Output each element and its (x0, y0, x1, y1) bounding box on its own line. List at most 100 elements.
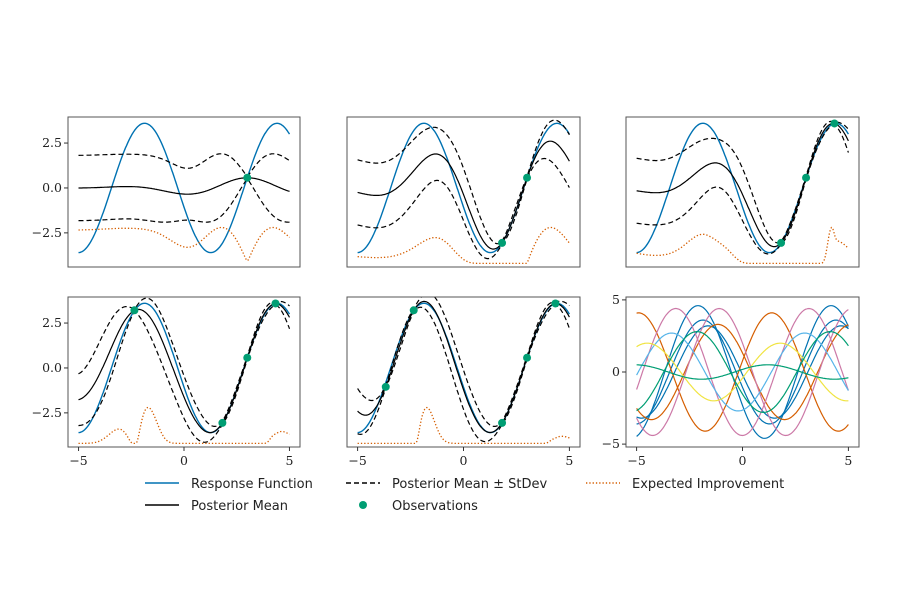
posterior-mean-line (357, 140, 570, 250)
legend-entry: Posterior Mean ± StDev (346, 477, 548, 492)
legend-label: Posterior Mean ± StDev (392, 477, 548, 492)
x-tick-label: −5 (69, 453, 87, 468)
plot-area (78, 297, 291, 445)
prior-sample-5 (636, 323, 849, 421)
posterior-mean-line (636, 122, 849, 248)
subplot-3 (625, 116, 860, 268)
x-tick-label: 0 (739, 453, 747, 468)
y-tick-label: −5 (602, 436, 620, 451)
plot-area (636, 305, 849, 439)
subplots: 2.5 0.0 −2.5 2.5 0.0 −2.5 −5 0 5 −5 0 5 5 0 −5 −5 0 5 (32, 116, 860, 468)
legend-label: Response Function (191, 477, 313, 492)
prior-sample-8 (636, 332, 849, 412)
subplot-5: −5 0 5 (346, 296, 581, 468)
posterior-lower-band (357, 157, 570, 260)
y-tick-label: 2.5 (42, 135, 62, 150)
legend-entry: Response Function (145, 477, 313, 492)
axes-frame (625, 296, 860, 448)
posterior-mean-line (357, 300, 570, 434)
observation-point (551, 299, 560, 308)
expected-improvement-line (78, 226, 290, 262)
y-tick-label: −2.5 (32, 405, 62, 420)
plot-area (78, 122, 291, 262)
legend-label: Posterior Mean (191, 499, 288, 514)
y-tick-label: 0.0 (42, 360, 62, 375)
legend-marker-icon (359, 501, 367, 509)
x-tick-label: −5 (627, 453, 645, 468)
posterior-upper-band (357, 297, 570, 427)
posterior-lower-band (357, 304, 570, 443)
prior-sample-10 (636, 331, 849, 413)
posterior-lower-band (78, 304, 291, 443)
observation-point (498, 238, 507, 247)
x-tick-label: 0 (180, 453, 188, 468)
posterior-lower-band (78, 178, 290, 223)
legend-label: Observations (392, 499, 478, 514)
observation-point (777, 238, 786, 247)
expected-improvement-line (78, 406, 290, 445)
axes-frame (346, 296, 581, 448)
observation-point (830, 119, 839, 128)
observation-point (243, 353, 252, 362)
subplot-6: 5 0 −5 −5 0 5 (602, 292, 860, 468)
observation-point (271, 299, 280, 308)
plot-area (357, 119, 570, 265)
plot-area (357, 297, 570, 445)
response-function-line (78, 302, 291, 434)
posterior-mean-line (78, 177, 290, 195)
prior-sample-3 (636, 325, 849, 419)
observation-point (218, 418, 227, 427)
legend-label: Expected Improvement (632, 477, 784, 492)
expected-improvement-line (357, 226, 570, 265)
axes-frame (346, 116, 581, 268)
prior-sample-4 (636, 312, 849, 432)
y-tick-label: 0.0 (42, 180, 62, 195)
plot-area (636, 119, 849, 265)
posterior-lower-band (636, 124, 849, 255)
legend-entry: Expected Improvement (586, 477, 784, 492)
y-tick-label: 2.5 (42, 315, 62, 330)
observation-point (802, 173, 811, 182)
prior-sample-6 (636, 307, 849, 437)
prior-sample-9 (636, 342, 849, 402)
subplot-2 (346, 116, 581, 268)
x-tick-label: −5 (348, 453, 366, 468)
axes-frame (625, 116, 860, 268)
observation-point (243, 173, 252, 182)
observation-point (381, 382, 390, 391)
response-function-line (357, 122, 570, 254)
prior-sample-11 (636, 364, 849, 380)
response-function-line (636, 122, 849, 254)
observation-point (130, 306, 139, 315)
legend-entry: Posterior Mean (145, 499, 288, 514)
legend-entry: Observations (359, 499, 478, 514)
x-tick-label: 5 (844, 453, 852, 468)
subplot-1: 2.5 0.0 −2.5 (32, 116, 301, 268)
posterior-upper-band (357, 119, 570, 245)
observation-point (523, 353, 532, 362)
expected-improvement-line (357, 406, 570, 445)
x-tick-label: 5 (285, 453, 293, 468)
posterior-upper-band (78, 297, 290, 427)
x-tick-label: 5 (565, 453, 573, 468)
legend: Response Function Posterior Mean ± StDev E… (145, 477, 784, 514)
y-tick-label: 5 (612, 292, 620, 307)
observation-point (523, 173, 532, 182)
response-function-line (78, 122, 291, 254)
observation-point (409, 306, 418, 315)
y-tick-label: −2.5 (32, 225, 62, 240)
y-tick-label: 0 (612, 364, 620, 379)
posterior-mean-line (78, 303, 291, 434)
axes-frame (67, 116, 301, 268)
prior-sample-1 (636, 305, 849, 439)
subplot-4: 2.5 0.0 −2.5 −5 0 5 (32, 296, 301, 468)
prior-sample-7 (636, 307, 849, 437)
axes-frame (67, 296, 301, 448)
expected-improvement-line (636, 226, 849, 265)
posterior-upper-band (78, 153, 290, 177)
prior-sample-2 (636, 319, 849, 425)
x-tick-label: 0 (460, 453, 468, 468)
observation-point (498, 418, 507, 427)
posterior-upper-band (636, 120, 849, 244)
